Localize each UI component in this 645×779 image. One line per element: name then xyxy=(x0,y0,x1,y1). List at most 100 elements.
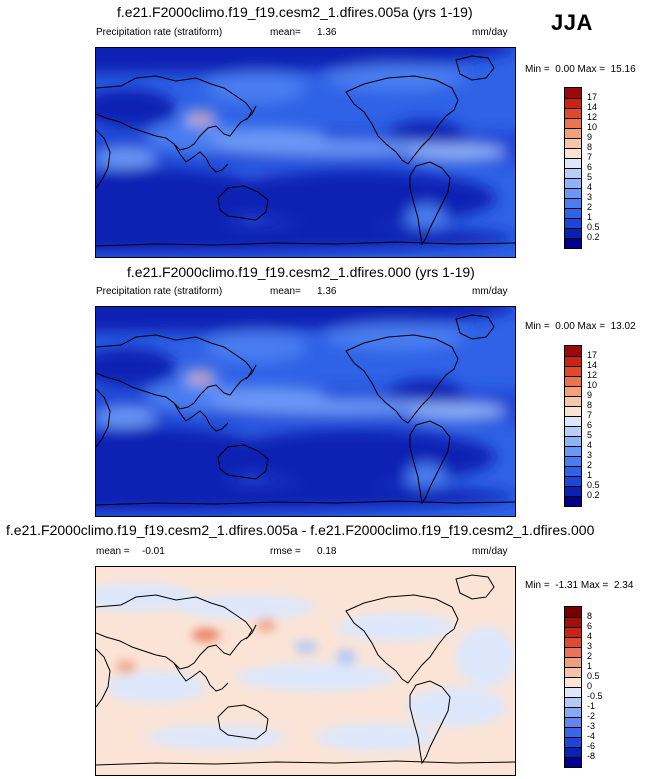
colorbar-box xyxy=(565,637,581,647)
colorbar-box xyxy=(565,178,581,188)
colorbar-box xyxy=(565,148,581,158)
colorbar-tick-label: 3 xyxy=(587,641,593,651)
panel-1-min-value: 0.00 xyxy=(555,64,575,75)
panel-2-mean-label: mean= xyxy=(270,286,301,297)
colorbar-tick-label: 14 xyxy=(587,360,598,370)
colorbar-tick-label: 7 xyxy=(587,152,593,162)
colorbar-box xyxy=(565,687,581,697)
panel-1-minmax: Min = 0.00 Max = 15.16 xyxy=(525,64,636,75)
colorbar-tick-label: 10 xyxy=(587,380,598,390)
colorbar-box xyxy=(565,486,581,496)
colorbar-box xyxy=(565,607,581,617)
panel-3-rmse-value: 0.18 xyxy=(317,546,337,557)
colorbar-tick-label: 2 xyxy=(587,460,593,470)
panel-3-colorbar: -8 -6 -4 -3 -2 -1 -0.5 0 0.5 1 2 3 4 6 8 xyxy=(564,606,603,768)
colorbar-tick-label: 4 xyxy=(587,182,593,192)
panel-2-colorbar: 0.2 0.5 1 2 3 4 5 6 7 8 9 10 12 14 17 xyxy=(564,345,600,507)
colorbar-tick-label: 2 xyxy=(587,651,593,661)
colorbar-box xyxy=(565,496,581,506)
colorbar-box xyxy=(565,228,581,238)
colorbar-tick-label: -8 xyxy=(587,751,596,761)
colorbar-tick-label: 6 xyxy=(587,621,593,631)
panel-1-colorbar: 0.2 0.5 1 2 3 4 5 6 7 8 9 10 12 14 17 xyxy=(564,87,600,249)
colorbar-box xyxy=(565,466,581,476)
colorbar-tick-label: 12 xyxy=(587,112,598,122)
panel-3-min-value: -1.31 xyxy=(555,580,579,591)
colorbar-tick-label: 5 xyxy=(587,172,593,182)
panel-3-minmax: Min = -1.31 Max = 2.34 xyxy=(525,580,633,591)
colorbar-tick-label: 10 xyxy=(587,122,598,132)
colorbar-tick-label: 17 xyxy=(587,350,598,360)
colorbar-tick-label: 1 xyxy=(587,470,593,480)
panel-3-max-value: 2.34 xyxy=(613,580,634,591)
panel-1-mean-label: mean= xyxy=(270,27,301,38)
colorbar-tick-label: 9 xyxy=(587,390,593,400)
colorbar-box xyxy=(565,456,581,466)
colorbar-box xyxy=(565,208,581,218)
colorbar-box xyxy=(565,366,581,376)
colorbar-tick-label: 0.5 xyxy=(587,222,600,232)
colorbar-tick-label: 3 xyxy=(587,192,593,202)
colorbar-box xyxy=(565,747,581,757)
panel-2-minmax: Min = 0.00 Max = 13.02 xyxy=(525,321,636,332)
colorbar-tick-label: 0.5 xyxy=(587,480,600,490)
panel-3-mean-label: mean = xyxy=(96,546,130,557)
panel-2-units: mm/day xyxy=(472,286,508,297)
colorbar-box xyxy=(565,98,581,108)
panel-2-mean-value: 1.36 xyxy=(317,286,337,297)
colorbar-tick-label: 8 xyxy=(587,611,593,621)
colorbar-box xyxy=(565,426,581,436)
colorbar-box xyxy=(565,416,581,426)
panel-2-max-value: 13.02 xyxy=(610,321,636,332)
panel-3-min-label: Min = xyxy=(525,580,550,591)
colorbar-box xyxy=(565,446,581,456)
colorbar-box xyxy=(565,667,581,677)
colorbar-box xyxy=(565,627,581,637)
panel-2-map xyxy=(95,306,516,517)
colorbar-box xyxy=(565,436,581,446)
colorbar-tick-label: 6 xyxy=(587,162,593,172)
colorbar-tick-label: 14 xyxy=(587,102,598,112)
colorbar-box xyxy=(565,88,581,98)
panel-3-map xyxy=(95,566,516,776)
panel-3-max-label: Max = xyxy=(580,580,609,591)
panel-2-max-label: Max = xyxy=(577,321,606,332)
colorbar-box xyxy=(565,128,581,138)
season-label: JJA xyxy=(551,10,593,35)
panel-3-mean-value: -0.01 xyxy=(142,546,165,557)
colorbar-box xyxy=(565,717,581,727)
colorbar-box xyxy=(565,108,581,118)
panel-2-min-label: Min = xyxy=(525,321,550,332)
colorbar-box xyxy=(565,346,581,356)
colorbar-box xyxy=(565,757,581,767)
colorbar-box xyxy=(565,188,581,198)
colorbar-box xyxy=(565,138,581,148)
colorbar-box xyxy=(565,168,581,178)
colorbar-tick-label: -0.5 xyxy=(587,691,603,701)
colorbar-box xyxy=(565,356,581,366)
colorbar-tick-label: 4 xyxy=(587,440,593,450)
colorbar-box xyxy=(565,198,581,208)
colorbar-box xyxy=(565,158,581,168)
colorbar-tick-label: 1 xyxy=(587,212,593,222)
panel-1-max-value: 15.16 xyxy=(610,64,636,75)
colorbar-tick-label: 4 xyxy=(587,631,593,641)
colorbar-tick-label: -3 xyxy=(587,721,596,731)
panel-1-min-label: Min = xyxy=(525,64,550,75)
colorbar-box xyxy=(565,617,581,627)
colorbar-box xyxy=(565,238,581,248)
panel-1-max-label: Max = xyxy=(577,64,606,75)
panel-3-units: mm/day xyxy=(472,546,508,557)
colorbar-tick-label: -2 xyxy=(587,711,596,721)
colorbar-box xyxy=(565,218,581,228)
colorbar-box xyxy=(565,737,581,747)
panel-1-title: f.e21.F2000climo.f19_f19.cesm2_1.dfires.… xyxy=(117,4,473,20)
colorbar-tick-label: 0.2 xyxy=(587,232,600,242)
colorbar-tick-label: 6 xyxy=(587,420,593,430)
colorbar-tick-label: 0 xyxy=(587,681,593,691)
colorbar-tick-label: 0.5 xyxy=(587,671,600,681)
colorbar-box xyxy=(565,697,581,707)
colorbar-box xyxy=(565,707,581,717)
colorbar-box xyxy=(565,386,581,396)
colorbar-tick-label: 0.2 xyxy=(587,490,600,500)
